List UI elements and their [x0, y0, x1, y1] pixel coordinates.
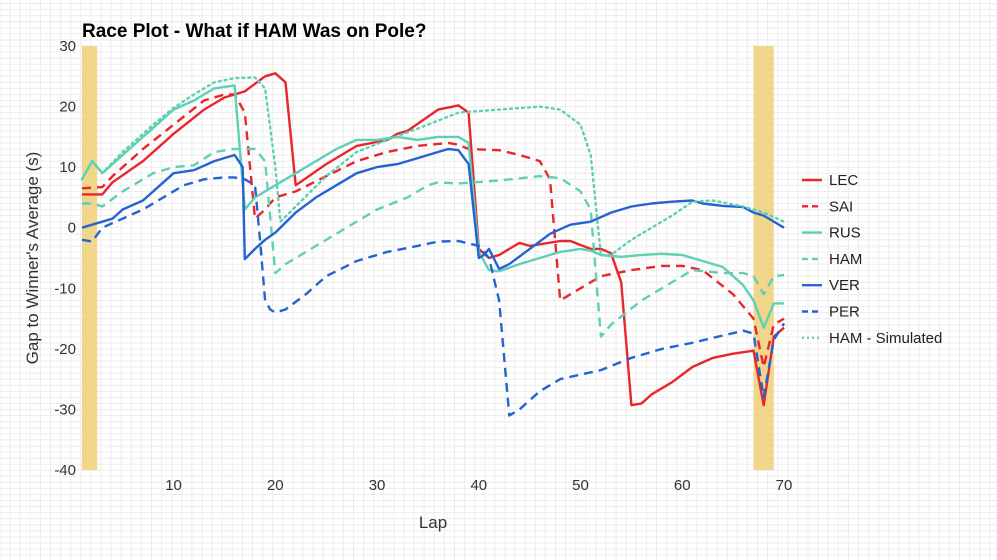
y-tick-label: -20: [54, 341, 76, 358]
y-tick-label: 0: [68, 220, 76, 237]
legend-label: PER: [829, 304, 860, 321]
highlight-band: [753, 46, 774, 470]
chart-title: Race Plot - What if HAM Was on Pole?: [82, 21, 426, 42]
x-axis-label: Lap: [419, 513, 447, 532]
legend-label: LEC: [829, 172, 858, 189]
y-tick-label: 30: [59, 38, 76, 55]
y-axis-label: Gap to Winner's Average (s): [23, 152, 42, 365]
x-tick-label: 60: [674, 477, 691, 494]
x-tick-label: 20: [267, 477, 284, 494]
series-line-ver: [81, 147, 785, 271]
x-tick-label: 40: [470, 477, 487, 494]
highlight-band: [82, 46, 98, 470]
legend-label: VER: [829, 277, 860, 294]
y-tick-label: 20: [59, 99, 76, 116]
y-tick-label: -40: [54, 462, 76, 479]
legend-label: SAI: [829, 198, 853, 215]
series-line-ham: [82, 147, 785, 338]
x-tick-label: 70: [776, 477, 793, 494]
legend-label: HAM - Simulated: [829, 330, 942, 347]
series-line-per: [81, 176, 786, 417]
axis-ticks: 10 20 30 40 50 60 70 30 20 10 0 -10 -20 -30 -40: [54, 38, 792, 494]
series-lines: [80, 72, 786, 417]
legend-label: RUS: [829, 225, 861, 242]
series-line-rus: [80, 84, 784, 329]
x-tick-label: 10: [165, 477, 182, 494]
series-line-ham-simulated: [80, 76, 786, 257]
y-tick-label: -30: [54, 401, 76, 418]
x-tick-label: 50: [572, 477, 589, 494]
x-tick-label: 30: [369, 477, 386, 494]
y-tick-label: 10: [59, 159, 76, 176]
y-tick-label: -10: [54, 280, 76, 297]
legend-label: HAM: [829, 251, 862, 268]
series-line-sai: [81, 93, 785, 369]
legend: LEC SAI RUS HAM VER PER HAM - Simulated: [802, 172, 942, 347]
